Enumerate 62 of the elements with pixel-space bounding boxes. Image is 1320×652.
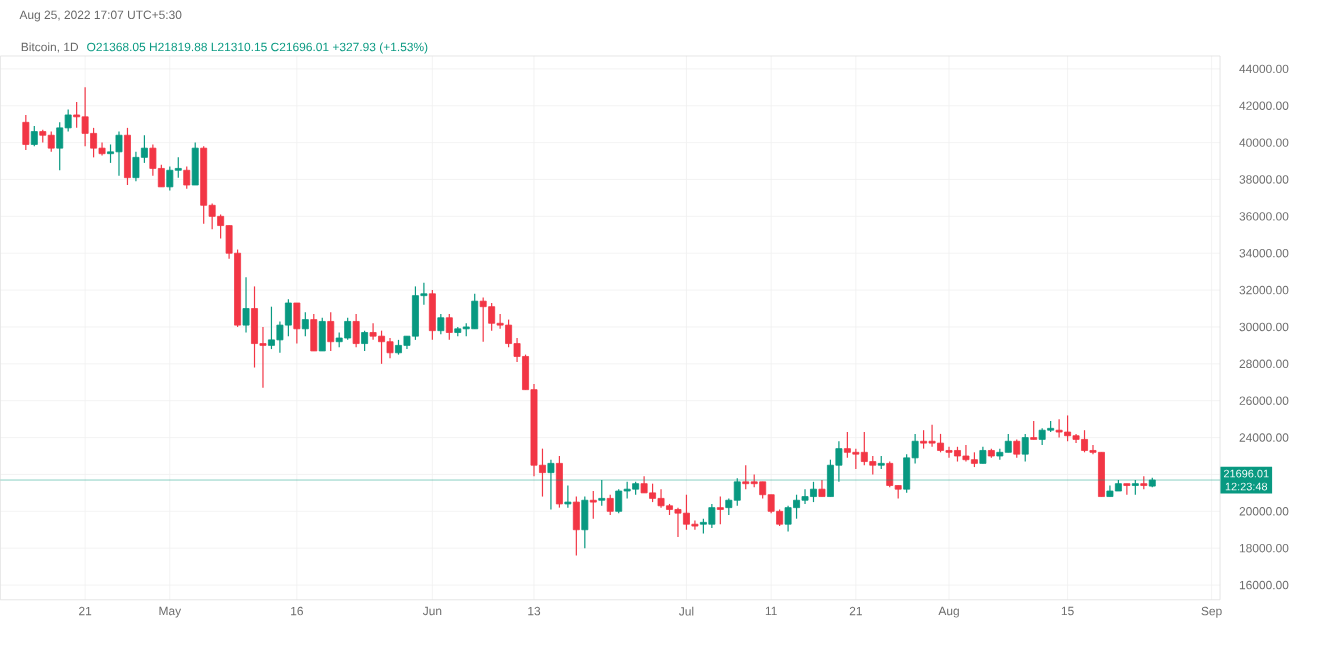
candlestick xyxy=(284,298,292,337)
candlestick xyxy=(784,505,792,533)
candlestick xyxy=(479,296,487,343)
candlestick xyxy=(445,313,453,341)
candlestick xyxy=(742,464,750,490)
candlestick xyxy=(73,101,81,129)
candlestick xyxy=(691,520,699,531)
candlestick xyxy=(801,488,809,505)
candlestick xyxy=(471,293,479,330)
candlestick xyxy=(674,507,682,538)
candlestick xyxy=(344,317,352,341)
candlestick xyxy=(56,121,64,171)
candlestick xyxy=(352,313,360,348)
candlestick xyxy=(547,459,555,511)
candlestick xyxy=(1004,433,1012,454)
candlestick xyxy=(81,86,89,147)
candlestick xyxy=(47,131,55,153)
candlestick xyxy=(310,313,318,352)
candlestick xyxy=(293,302,301,345)
candlestick xyxy=(869,455,877,476)
candlestick xyxy=(716,496,724,525)
candlestick xyxy=(124,127,131,186)
candlestick xyxy=(1055,418,1063,439)
candlestick xyxy=(369,322,377,341)
candlestick xyxy=(657,488,665,509)
candlestick xyxy=(564,484,572,509)
candlestick xyxy=(318,317,326,352)
candlestick xyxy=(1021,433,1029,463)
candlestick xyxy=(708,503,716,529)
candlestick xyxy=(928,424,936,448)
candlestick xyxy=(166,166,174,192)
candlestick xyxy=(386,337,394,359)
candlestick xyxy=(301,311,309,337)
candlestick xyxy=(115,131,123,177)
candlestick xyxy=(361,330,369,352)
candlestick xyxy=(183,166,191,190)
candlestick xyxy=(30,125,38,147)
candlestick xyxy=(598,479,606,507)
candlestick xyxy=(428,289,436,341)
candlestick xyxy=(132,151,140,183)
candlestick xyxy=(437,313,445,336)
candlestick xyxy=(327,311,335,352)
candlestick xyxy=(615,488,623,514)
candlestick xyxy=(962,444,970,463)
candlestick xyxy=(606,494,614,516)
candlestick xyxy=(860,431,868,466)
candlestick xyxy=(22,114,30,151)
candlestick xyxy=(886,461,894,489)
candlestick xyxy=(1013,438,1021,459)
candlestick xyxy=(945,446,953,459)
candlestick xyxy=(555,455,563,509)
candlestick xyxy=(191,142,199,186)
candlestick xyxy=(1123,483,1131,496)
candlestick xyxy=(733,477,741,507)
candlestick xyxy=(572,496,580,557)
candlestick xyxy=(1030,420,1038,441)
candlestick xyxy=(589,490,597,520)
candlestick xyxy=(920,429,928,450)
candlestick xyxy=(242,276,250,334)
candlestick xyxy=(581,496,589,549)
candlestick xyxy=(852,448,860,470)
candlestick xyxy=(818,479,826,498)
